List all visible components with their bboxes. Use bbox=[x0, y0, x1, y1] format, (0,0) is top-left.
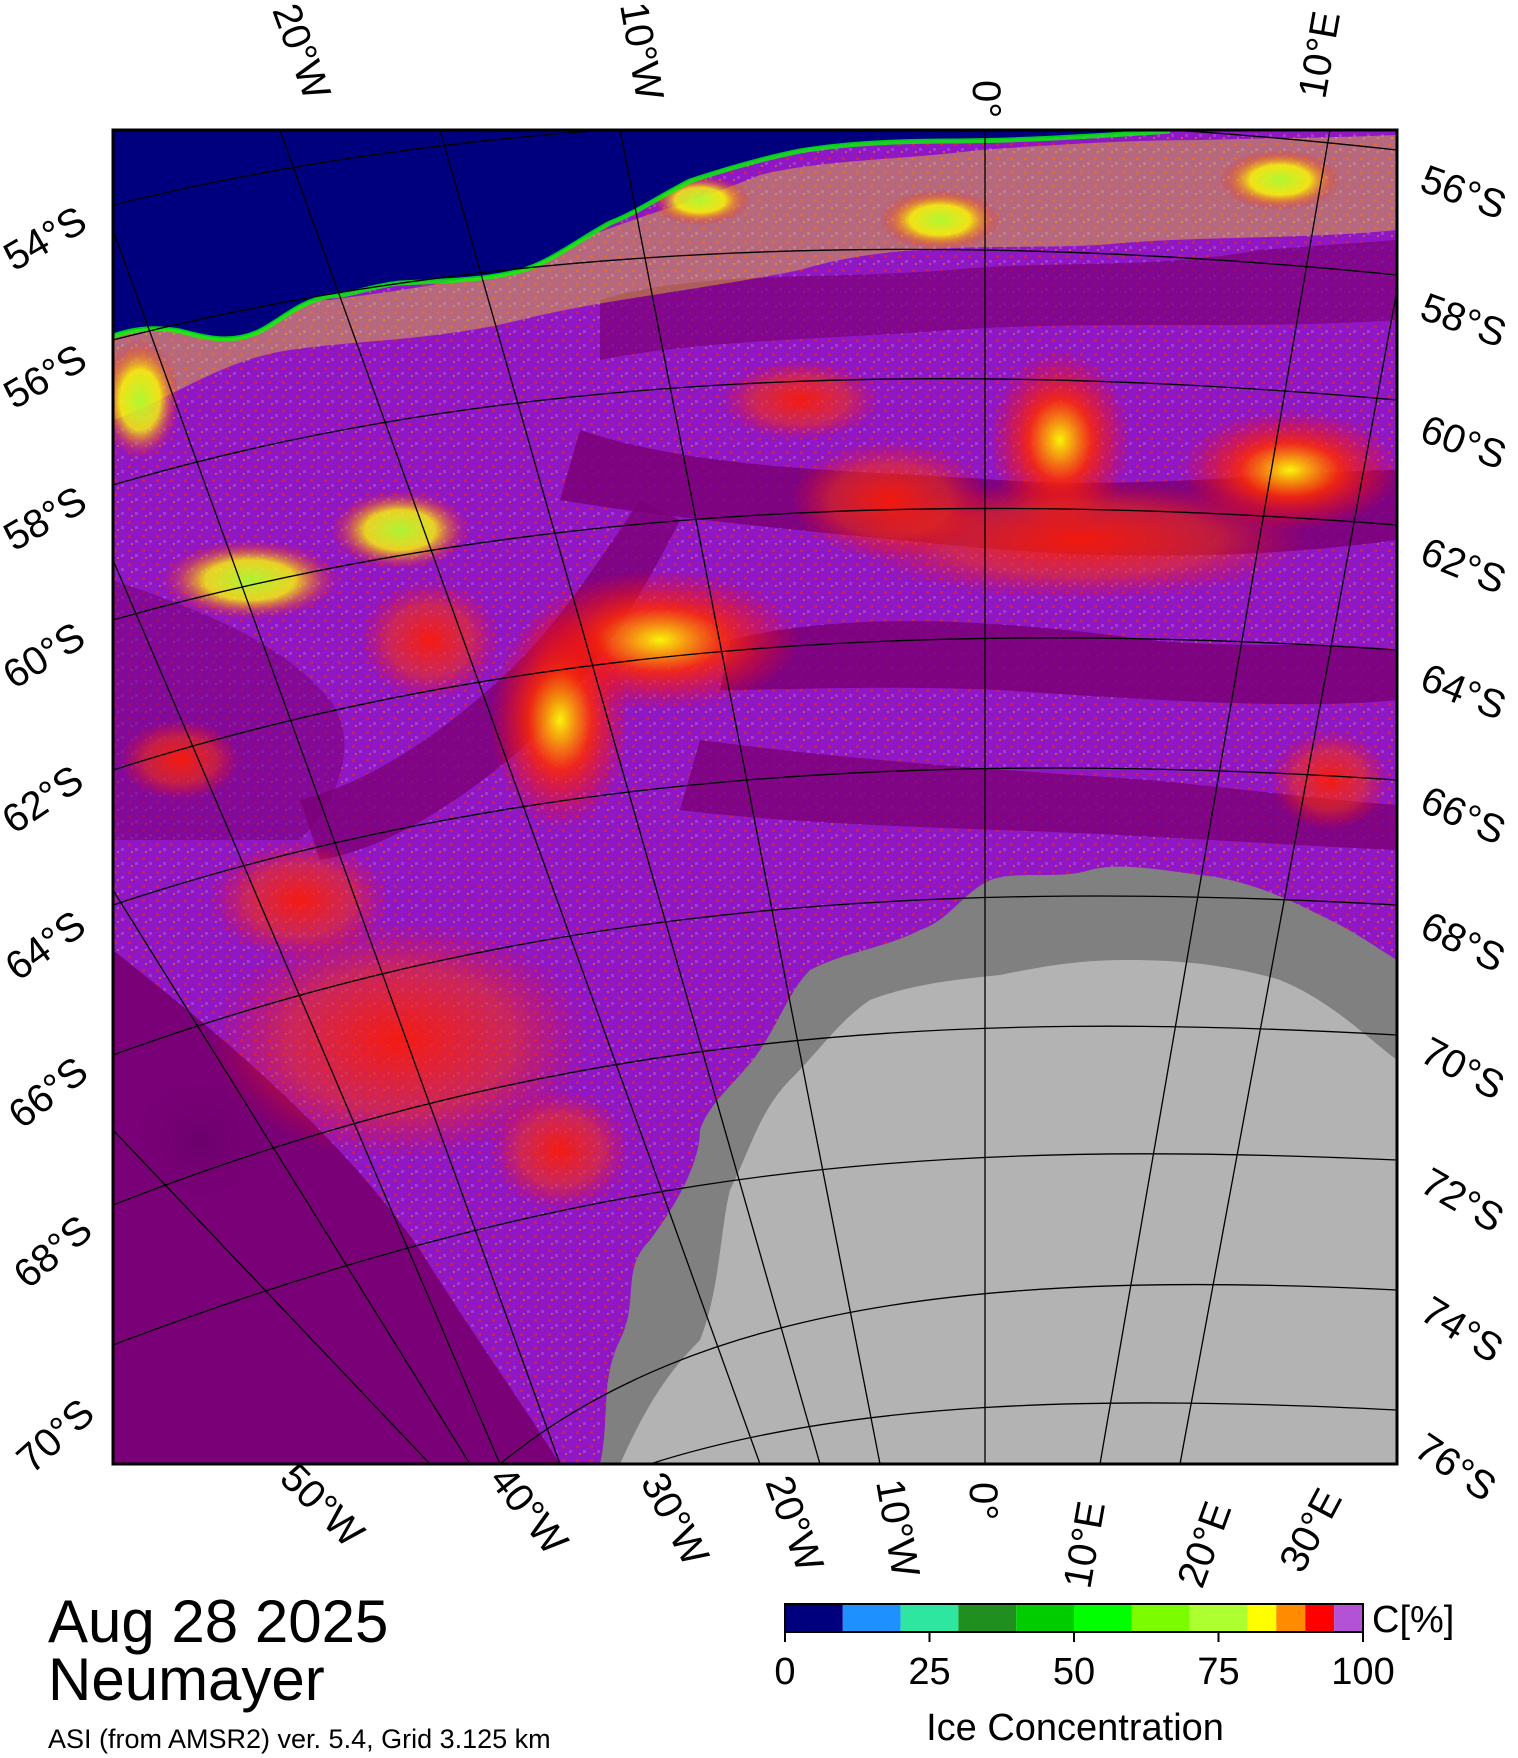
light-ice-patch bbox=[113, 1060, 290, 1220]
right-lat-label: 74°S bbox=[1413, 1288, 1510, 1372]
bottom-lon-label: 20°W bbox=[757, 1470, 832, 1578]
ice-edge-line bbox=[113, 130, 1171, 342]
top-lon-label: 20°W bbox=[264, 0, 339, 106]
left-latitude-labels: 54°S 56°S 58°S 60°S 62°S 64°S 66°S 68°S … bbox=[0, 198, 103, 1482]
moderate-ice-patch bbox=[1270, 730, 1390, 830]
colorbar-segment bbox=[842, 1604, 901, 1632]
high-concentration-north bbox=[600, 240, 1397, 360]
marginal-ice-patch bbox=[160, 540, 340, 620]
colorbar-title: Ice Concentration bbox=[926, 1707, 1224, 1749]
left-lat-label: 64°S bbox=[0, 902, 94, 989]
moderate-ice-patch bbox=[210, 840, 390, 960]
ice-edge-zone bbox=[113, 135, 1397, 420]
marginal-ice-patch bbox=[880, 190, 1000, 250]
colorbar-segment bbox=[1016, 1604, 1074, 1632]
colorbar-tick-label: 50 bbox=[1053, 1651, 1095, 1693]
left-lat-label: 60°S bbox=[0, 614, 93, 698]
moderate-ice-patch bbox=[490, 1090, 630, 1210]
right-lat-label: 64°S bbox=[1415, 656, 1512, 729]
colorbar-tick-label: 100 bbox=[1331, 1651, 1394, 1693]
moderate-ice-patch bbox=[720, 360, 880, 440]
colorbar-tick-label: 75 bbox=[1197, 1651, 1239, 1693]
colorbar-segments bbox=[785, 1604, 1363, 1632]
colorbar-segment bbox=[1074, 1604, 1132, 1632]
colorbar-ticks: 0 25 50 75 100 bbox=[774, 1632, 1395, 1693]
bottom-lon-label: 0° bbox=[961, 1482, 1005, 1520]
colorbar-segment bbox=[1189, 1604, 1248, 1632]
colorbar-segment bbox=[1247, 1604, 1277, 1632]
map-date: Aug 28 2025 bbox=[48, 1588, 388, 1655]
graticule bbox=[113, 130, 1397, 1464]
bottom-lon-label: 40°W bbox=[481, 1458, 576, 1563]
moderate-ice-patch bbox=[360, 580, 500, 700]
right-lat-label: 60°S bbox=[1415, 407, 1512, 478]
colorbar-segment bbox=[1305, 1604, 1335, 1632]
right-lat-label: 70°S bbox=[1414, 1029, 1512, 1109]
right-latitude-labels: 56°S 58°S 60°S 62°S 64°S 66°S 68°S 70°S … bbox=[1407, 157, 1512, 1510]
colorbar-unit-label: C[%] bbox=[1372, 1599, 1454, 1641]
map-frame bbox=[111, 128, 1399, 1466]
left-lat-label: 62°S bbox=[0, 757, 91, 842]
right-lat-label: 76°S bbox=[1407, 1425, 1504, 1510]
bottom-longitude-labels: 50°W 40°W 30°W 20°W 10°W 0° 10°E 20°E 30… bbox=[272, 1455, 1351, 1593]
right-lat-label: 72°S bbox=[1414, 1160, 1511, 1242]
marginal-ice-patch bbox=[1220, 150, 1340, 210]
bottom-lon-label: 30°W bbox=[632, 1466, 717, 1574]
top-lon-label: 0° bbox=[964, 80, 1008, 118]
colorbar-segment bbox=[1334, 1604, 1363, 1632]
ice-concentration-map bbox=[113, 130, 1397, 1464]
right-lat-label: 62°S bbox=[1415, 530, 1512, 603]
colorbar-tick-label: 25 bbox=[908, 1651, 950, 1693]
colorbar-tick-label: 0 bbox=[774, 1651, 795, 1693]
top-lon-label: 10°W bbox=[611, 0, 671, 104]
top-longitude-labels: 20°W 10°W 0° 10°E bbox=[264, 0, 1349, 118]
left-lat-label: 68°S bbox=[6, 1207, 101, 1297]
left-lat-label: 70°S bbox=[9, 1391, 103, 1482]
colorbar: 0 25 50 75 100 C[%] Ice Concentration bbox=[774, 1599, 1454, 1749]
high-concentration-band-2 bbox=[720, 621, 1397, 705]
moderate-ice-patch bbox=[120, 720, 240, 800]
left-lat-label: 54°S bbox=[0, 198, 94, 280]
colorbar-segment bbox=[785, 1604, 843, 1632]
colorbar-segment bbox=[900, 1604, 959, 1632]
right-lat-label: 56°S bbox=[1415, 157, 1512, 228]
moderate-ice-patch bbox=[490, 610, 630, 830]
colorbar-segment bbox=[1131, 1604, 1190, 1632]
product-info: ASI (from AMSR2) ver. 5.4, Grid 3.125 km bbox=[48, 1724, 551, 1754]
bottom-lon-label: 50°W bbox=[272, 1455, 373, 1556]
moderate-ice-patch bbox=[790, 440, 990, 560]
right-lat-label: 68°S bbox=[1414, 904, 1512, 982]
top-lon-label: 10°E bbox=[1291, 8, 1349, 101]
left-lat-label: 56°S bbox=[0, 336, 94, 418]
bottom-lon-label: 30°E bbox=[1271, 1482, 1351, 1580]
station-name: Neumayer bbox=[48, 1646, 325, 1713]
colorbar-segment bbox=[958, 1604, 1017, 1632]
right-lat-label: 66°S bbox=[1414, 778, 1512, 854]
bottom-lon-label: 10°W bbox=[867, 1476, 927, 1581]
marginal-ice-patch bbox=[330, 490, 470, 570]
bottom-lon-label: 20°E bbox=[1169, 1496, 1240, 1593]
bottom-lon-label: 10°E bbox=[1056, 1498, 1114, 1591]
left-lat-label: 66°S bbox=[0, 1049, 96, 1137]
left-lat-label: 58°S bbox=[0, 478, 94, 560]
high-concentration-band-3 bbox=[680, 740, 1397, 850]
colorbar-segment bbox=[1276, 1604, 1306, 1632]
right-lat-label: 58°S bbox=[1415, 285, 1512, 356]
open-water bbox=[113, 130, 1170, 338]
moderate-ice-patch bbox=[210, 920, 590, 1160]
